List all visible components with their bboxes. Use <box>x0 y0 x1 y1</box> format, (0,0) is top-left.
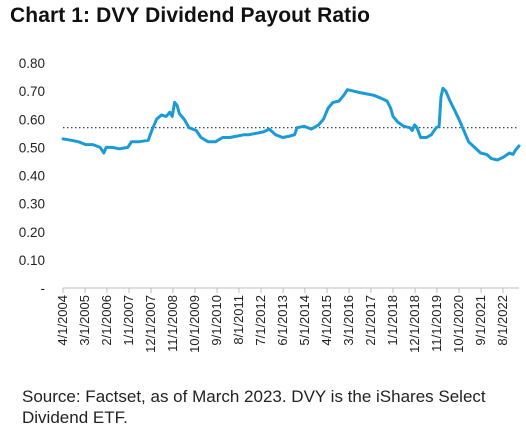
x-tick-label: 1/1/2007 <box>121 295 136 346</box>
x-tick-label: 5/1/2014 <box>297 295 312 346</box>
line-chart: - 0.10 0.20 0.30 0.40 0.50 0.60 0.70 0.80 4/1/20… <box>19 56 521 353</box>
payout-ratio-line <box>61 86 521 162</box>
y-tick-label: 0.20 <box>19 225 45 240</box>
x-tick-label: 9/1/2021 <box>473 295 488 346</box>
source-note: Source: Factset, as of March 2023. DVY i… <box>22 387 486 427</box>
x-tick-label: 4/1/2004 <box>55 295 70 346</box>
x-tick-label: 6/1/2013 <box>275 295 290 346</box>
x-tick-label: 8/1/2011 <box>231 295 246 345</box>
x-tick-label: 9/1/2010 <box>209 295 224 346</box>
chart-title: Chart 1: DVY Dividend Payout Ratio <box>10 4 371 27</box>
x-tick-label: 11/1/2008 <box>165 295 180 352</box>
x-tick-label: 3/1/2016 <box>341 295 356 346</box>
x-axis-ticks: 4/1/2004 3/1/2005 2/1/2006 1/1/2007 12/1/200… <box>55 295 510 353</box>
x-tick-label: 1/1/2018 <box>385 295 400 346</box>
x-axis-tick-marks <box>62 288 504 293</box>
x-tick-label: 2/1/2006 <box>99 295 114 346</box>
x-tick-label: 8/1/2022 <box>495 295 510 346</box>
x-tick-label: 7/1/2012 <box>253 295 268 346</box>
x-tick-label: 10/1/2020 <box>451 295 466 353</box>
x-tick-label: 12/1/2018 <box>407 295 422 353</box>
y-axis-ticks: - 0.10 0.20 0.30 0.40 0.50 0.60 0.70 0.80 <box>19 56 45 296</box>
y-tick-label: 0.60 <box>19 112 45 127</box>
y-tick-label: 0.80 <box>19 56 45 71</box>
x-tick-label: 2/1/2017 <box>363 295 378 346</box>
y-tick-label: - <box>41 281 46 296</box>
x-tick-label: 11/1/2019 <box>429 295 444 352</box>
x-tick-label: 10/1/2009 <box>187 295 202 353</box>
y-tick-label: 0.30 <box>19 197 45 212</box>
y-tick-label: 0.40 <box>19 169 45 184</box>
y-tick-label: 0.50 <box>19 140 45 155</box>
y-tick-label: 0.70 <box>19 84 45 99</box>
x-tick-label: 4/1/2015 <box>319 295 334 346</box>
x-tick-label: 12/1/2007 <box>143 295 158 353</box>
x-tick-label: 3/1/2005 <box>77 295 92 346</box>
y-tick-label: 0.10 <box>19 253 45 268</box>
